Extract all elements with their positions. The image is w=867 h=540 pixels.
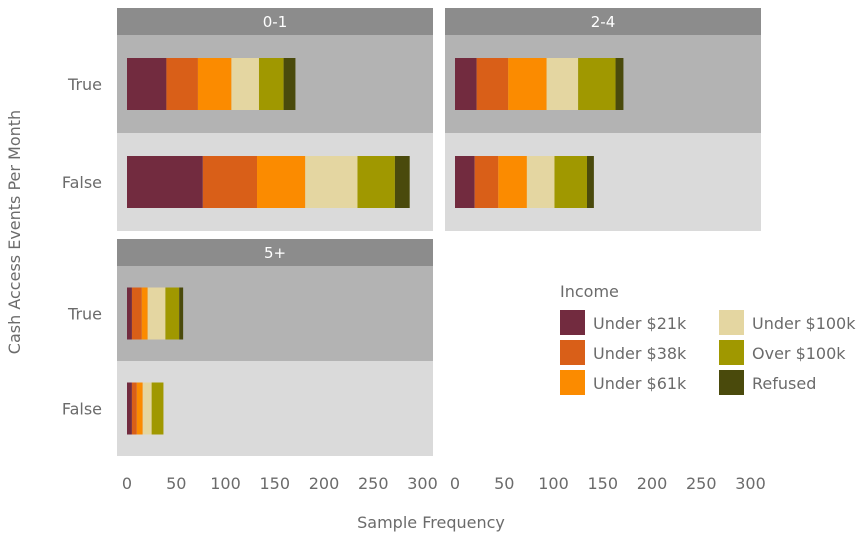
bar-segment-2-4-false-1 (474, 156, 499, 208)
x-tick-label: 100 (538, 474, 569, 493)
x-tick-label: 0 (450, 474, 460, 493)
panel-title: 2-4 (591, 13, 616, 31)
bar-segment-5+-true-1 (131, 287, 142, 340)
panel-strip (117, 8, 433, 35)
bar-segment-0-1-true-2 (197, 58, 232, 110)
x-axis-label: Sample Frequency (357, 513, 505, 532)
chart-axes: Cash Access Events Per Month Sample Freq… (5, 75, 766, 532)
panel-title: 0-1 (263, 13, 288, 31)
legend-label: Under $38k (593, 344, 687, 363)
legend-swatch (719, 310, 744, 335)
legend-swatch (560, 370, 585, 395)
bar-segment-2-4-true-3 (546, 58, 579, 110)
bar-segment-5+-true-5 (179, 287, 184, 340)
panel-2-4: 2-4 (445, 8, 761, 231)
x-tick-label: 200 (637, 474, 668, 493)
legend-label: Under $21k (593, 314, 687, 333)
panel-strip (117, 239, 433, 266)
bar-segment-0-1-false-1 (202, 156, 258, 208)
panel-strip (445, 8, 761, 35)
bar-segment-2-4-false-4 (554, 156, 587, 208)
bar-segment-2-4-true-1 (476, 58, 509, 110)
bar-segment-5+-true-4 (165, 287, 180, 340)
bar-segment-5+-false-3 (142, 382, 152, 435)
x-tick-label: 100 (210, 474, 241, 493)
x-tick-label: 150 (587, 474, 618, 493)
bar-segment-5+-true-0 (127, 287, 132, 340)
legend-swatch (560, 340, 585, 365)
x-tick-label: 50 (494, 474, 514, 493)
bar-segment-5+-false-2 (136, 382, 143, 435)
legend-swatch (560, 310, 585, 335)
panel-0-1: 0-1 (117, 8, 433, 231)
bar-segment-2-4-true-4 (578, 58, 616, 110)
bar-segment-0-1-false-4 (357, 156, 395, 208)
y-tick-label: True (67, 75, 102, 94)
panel-title: 5+ (264, 244, 286, 262)
bar-segment-0-1-true-4 (258, 58, 284, 110)
chart-panels: 0-1 2-4 5+ (117, 8, 761, 456)
bar-segment-0-1-true-3 (231, 58, 259, 110)
bar-segment-5+-false-0 (127, 382, 132, 435)
bar-segment-2-4-false-0 (455, 156, 475, 208)
bar-segment-0-1-true-0 (127, 58, 167, 110)
bar-segment-0-1-false-5 (394, 156, 410, 208)
legend-title: Income (560, 282, 619, 301)
legend: Income Under $21k Under $38k Under $61k Und… (560, 282, 856, 395)
bar-segment-0-1-true-1 (166, 58, 198, 110)
y-tick-label: True (67, 305, 102, 324)
panel-5+: 5+ (117, 239, 433, 456)
y-axis-label: Cash Access Events Per Month (5, 110, 24, 354)
x-tick-label: 250 (686, 474, 717, 493)
bar-segment-2-4-false-5 (586, 156, 594, 208)
x-tick-label: 150 (259, 474, 290, 493)
x-tick-label: 200 (309, 474, 340, 493)
bar-segment-5+-false-4 (151, 382, 164, 435)
bar-segment-2-4-false-3 (526, 156, 555, 208)
bar-segment-2-4-true-5 (615, 58, 624, 110)
bar-segment-2-4-true-0 (455, 58, 477, 110)
legend-swatch (719, 370, 744, 395)
bar-segment-5+-true-2 (141, 287, 148, 340)
legend-swatch (719, 340, 744, 365)
legend-label: Over $100k (752, 344, 846, 363)
legend-label: Refused (752, 374, 816, 393)
bar-segment-0-1-true-5 (283, 58, 296, 110)
bar-segment-2-4-false-2 (498, 156, 527, 208)
x-tick-label: 0 (122, 474, 132, 493)
x-tick-label: 50 (166, 474, 186, 493)
x-tick-label: 300 (407, 474, 438, 493)
bar-segment-0-1-false-2 (257, 156, 306, 208)
y-tick-label: False (62, 173, 102, 192)
bar-segment-5+-true-3 (147, 287, 166, 340)
bar-segment-5+-false-1 (131, 382, 137, 435)
x-tick-label: 250 (358, 474, 389, 493)
bar-segment-0-1-false-3 (305, 156, 358, 208)
y-tick-label: False (62, 400, 102, 419)
x-tick-label: 300 (735, 474, 766, 493)
bar-segment-2-4-true-2 (508, 58, 547, 110)
row-band-false (117, 361, 433, 456)
legend-label: Under $100k (752, 314, 856, 333)
bar-segment-0-1-false-0 (127, 156, 203, 208)
legend-label: Under $61k (593, 374, 687, 393)
